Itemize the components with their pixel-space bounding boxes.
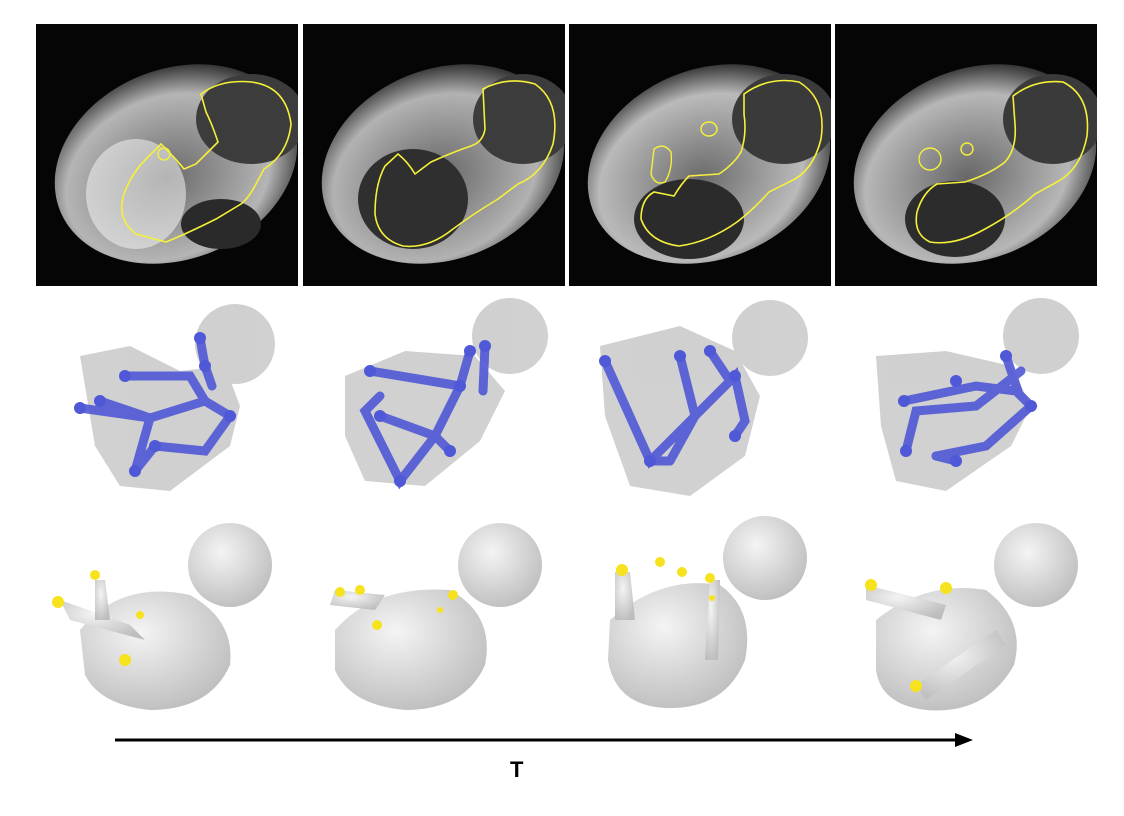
segmentation-contour <box>120 80 292 243</box>
skeleton-joints <box>364 340 491 487</box>
segmentation-contour-hole <box>960 142 974 156</box>
fetal-mesh <box>608 516 807 709</box>
mri-frame-1 <box>36 24 298 286</box>
mri-frame-2 <box>303 24 565 286</box>
skeleton-frame-4 <box>836 296 1098 506</box>
segmentation-contour <box>915 80 1089 244</box>
skeleton-frame-1 <box>40 296 302 506</box>
fetal-mesh <box>330 523 542 710</box>
segmentation-contour-hole <box>650 145 673 184</box>
fetal-volume <box>876 298 1079 491</box>
segmentation-contour <box>374 80 556 248</box>
keypoints <box>865 579 952 692</box>
mesh-frame-4 <box>836 510 1098 720</box>
mri-frame-4 <box>835 24 1097 286</box>
fetal-volume <box>345 298 548 486</box>
skeleton-frame-3 <box>570 296 832 506</box>
fetal-volume <box>80 304 275 491</box>
segmentation-contour <box>640 79 823 247</box>
skeleton-bones <box>899 351 1038 466</box>
skeleton-joints <box>898 350 1037 467</box>
skeleton-bones <box>600 346 750 469</box>
segmentation-contour-hole <box>700 121 718 137</box>
keypoints <box>616 557 715 601</box>
mri-frame-3 <box>569 24 831 286</box>
skeleton-joints <box>74 332 236 477</box>
segmentation-contour-hole <box>918 147 942 171</box>
skeleton-joints <box>599 345 741 467</box>
fetal-volume <box>600 300 808 496</box>
mesh-frame-1 <box>40 510 302 720</box>
time-axis-label: T <box>510 757 524 782</box>
keypoints <box>52 570 144 666</box>
segmentation-contour-hole <box>157 147 171 161</box>
mesh-frame-3 <box>570 510 832 720</box>
time-axis-arrow <box>115 733 973 747</box>
skeleton-frame-2 <box>305 296 567 506</box>
mesh-frame-2 <box>305 510 567 720</box>
fetal-mesh <box>60 523 272 710</box>
fetal-mesh <box>866 523 1078 711</box>
keypoints <box>335 585 458 630</box>
